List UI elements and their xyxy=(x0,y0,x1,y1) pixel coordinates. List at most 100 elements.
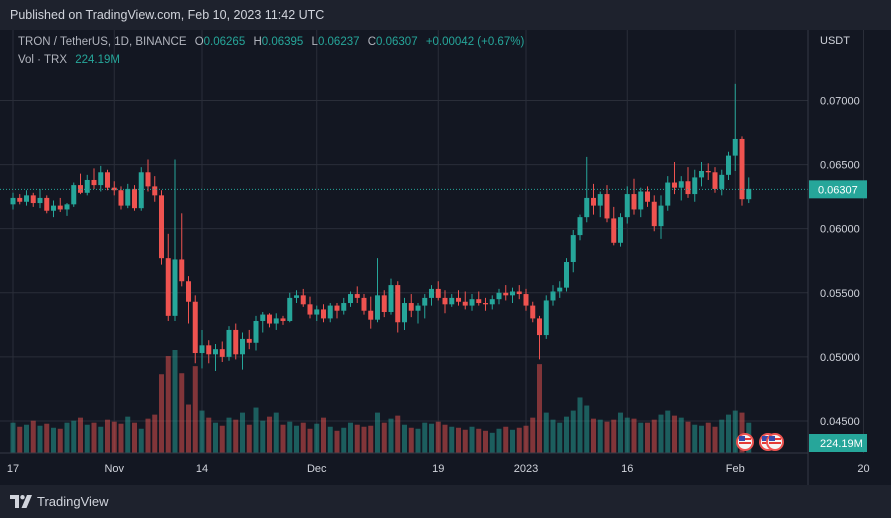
volume-bar xyxy=(172,350,178,453)
volume-bar xyxy=(469,426,475,453)
volume-bar xyxy=(240,412,245,453)
candle-body xyxy=(280,318,286,321)
y-tick-label: 0.05000 xyxy=(820,352,860,364)
candle-body xyxy=(645,191,650,202)
candle-body xyxy=(98,172,104,186)
volume-bar xyxy=(483,430,488,453)
candle-body xyxy=(172,259,178,316)
volume-bar xyxy=(489,432,495,453)
candle-body xyxy=(132,188,137,209)
volume-bar xyxy=(402,424,407,453)
candle-body xyxy=(726,155,731,175)
candle-body xyxy=(327,305,333,319)
tradingview-logo[interactable]: TradingView xyxy=(10,494,109,509)
candle-body xyxy=(219,349,225,357)
volume-bar xyxy=(523,425,529,453)
volume-bar xyxy=(375,412,380,453)
volume-layer xyxy=(10,350,752,453)
price-line-layer: 0.06307 224.19M xyxy=(0,180,867,452)
candle-body xyxy=(314,309,320,315)
volume-bar xyxy=(462,429,468,453)
candle-body xyxy=(462,301,468,306)
volume-bar xyxy=(543,412,549,453)
x-tick-label: Nov xyxy=(104,463,124,475)
volume-bar xyxy=(550,419,556,453)
volume-bar xyxy=(415,428,421,453)
candle-body xyxy=(321,309,326,319)
candle-body xyxy=(307,304,313,315)
volume-bar xyxy=(44,423,50,453)
candle-body xyxy=(611,218,617,243)
candle-body xyxy=(537,318,542,336)
volume-bar xyxy=(692,424,698,453)
candle-body xyxy=(570,235,576,263)
candle-body xyxy=(638,191,644,210)
candle-body xyxy=(624,194,630,218)
chart-panel[interactable]: 0.06307 224.19M 0.07000 0.06500 0.06000 0.05… xyxy=(0,30,891,485)
volume-bar xyxy=(395,415,401,453)
footer-bar: TradingView xyxy=(0,485,891,518)
candle-body xyxy=(604,194,610,219)
candle-body xyxy=(246,338,252,343)
volume-bar xyxy=(712,426,718,453)
volume-bar xyxy=(267,416,272,453)
candle-body xyxy=(516,291,522,295)
candle-body xyxy=(672,182,677,188)
last-price-label: 0.06307 xyxy=(818,184,858,196)
candle-body xyxy=(496,292,502,300)
volume-bar xyxy=(624,417,630,453)
volume-bar xyxy=(199,410,205,453)
candlestick-chart[interactable]: 0.06307 224.19M 0.07000 0.06500 0.06000 0.05… xyxy=(0,30,891,485)
volume-bar xyxy=(570,410,576,453)
candle-body xyxy=(199,345,205,354)
candle-body xyxy=(10,197,16,205)
volume-bar xyxy=(213,422,218,453)
volume-bar xyxy=(726,414,731,453)
candle-body xyxy=(44,197,50,211)
volume-bar xyxy=(159,374,164,453)
volume-bar xyxy=(354,424,360,453)
volume-bar xyxy=(64,422,70,453)
candle-body xyxy=(402,303,407,323)
volume-bar xyxy=(381,422,387,453)
volume-bar xyxy=(678,417,684,453)
candle-body xyxy=(469,299,475,306)
volume-bar xyxy=(422,422,428,453)
last-price-tag xyxy=(809,180,867,199)
candle-body xyxy=(435,288,441,298)
volume-bar xyxy=(334,430,340,453)
candle-body xyxy=(179,259,185,282)
candle-body xyxy=(125,188,131,206)
published-header: Published on TradingView.com, Feb 10, 20… xyxy=(0,0,891,30)
candle-body xyxy=(719,174,725,189)
volume-bar xyxy=(10,422,16,453)
volume-bar xyxy=(314,423,320,453)
volume-bar xyxy=(165,356,171,453)
volume-bar xyxy=(699,425,704,453)
volume-bar xyxy=(30,420,36,453)
candle-body xyxy=(84,179,90,193)
volume-bar xyxy=(557,422,563,453)
candle-body xyxy=(550,291,556,301)
x-tick-label: 14 xyxy=(196,463,208,475)
candle-body xyxy=(226,329,232,357)
y-tick-label: 0.05500 xyxy=(820,288,860,300)
candle-body xyxy=(64,204,70,210)
volume-bar xyxy=(685,421,691,453)
candle-body xyxy=(152,186,158,196)
volume-value: 224.19M xyxy=(75,54,120,66)
volume-bar xyxy=(71,420,77,453)
candle-body xyxy=(476,299,482,304)
candle-body xyxy=(354,294,360,298)
candle-body xyxy=(422,297,428,306)
volume-bar xyxy=(307,428,313,453)
candle-body xyxy=(543,300,549,336)
candle-body xyxy=(408,303,414,311)
volume-bar xyxy=(361,426,367,453)
candle-body xyxy=(186,281,191,302)
volume-bar xyxy=(37,425,43,453)
candle-body xyxy=(17,197,23,202)
volume-bar xyxy=(651,419,657,453)
volume-label: Vol · TRX xyxy=(18,54,67,66)
volume-bar xyxy=(138,428,144,453)
